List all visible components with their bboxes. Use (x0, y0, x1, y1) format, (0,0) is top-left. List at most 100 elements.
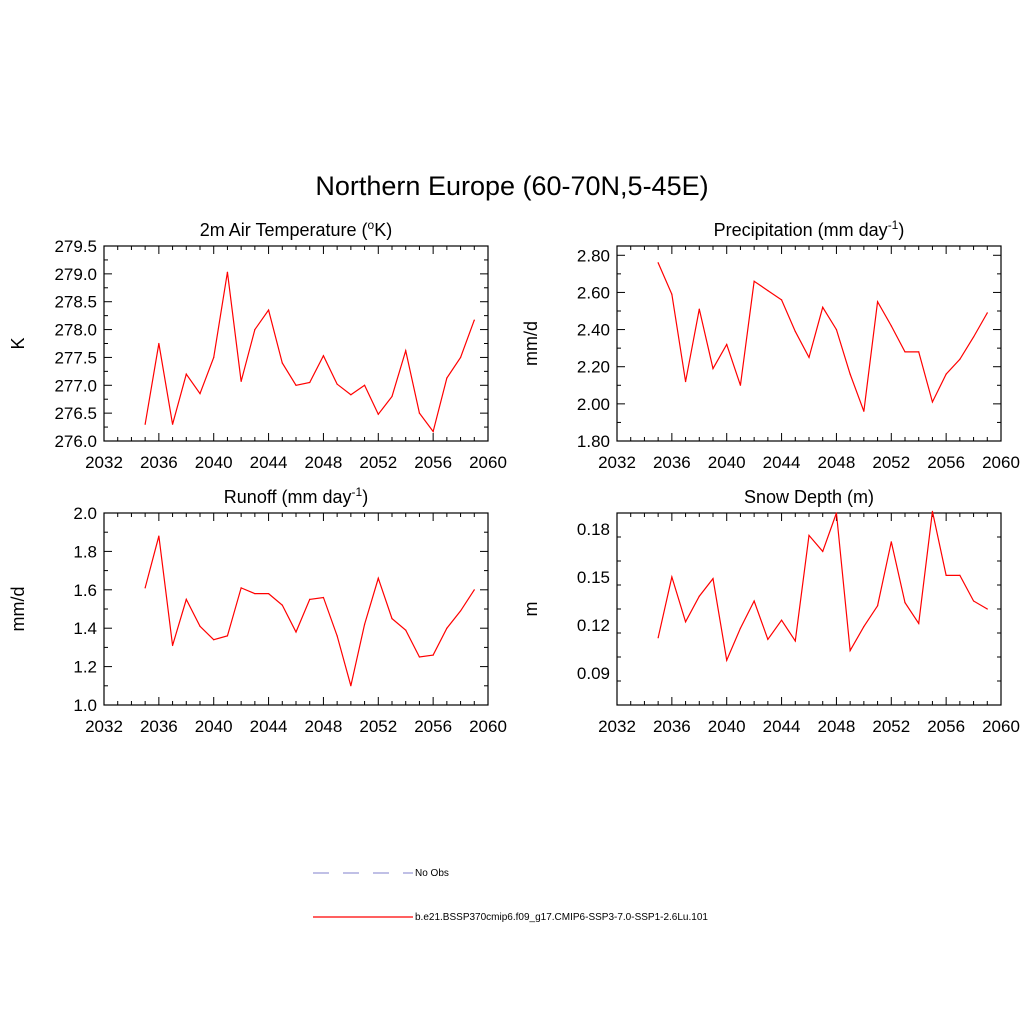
y-tick-label: 1.2 (73, 658, 97, 677)
data-point (336, 635, 338, 637)
data-point (171, 644, 174, 647)
x-tick-label: 2056 (414, 717, 452, 736)
data-point (739, 384, 742, 386)
x-tick-label: 2044 (250, 717, 288, 736)
y-tick-label: 0.18 (577, 520, 610, 539)
legend-label-no-obs: No Obs (415, 868, 449, 879)
data-point (418, 656, 421, 658)
data-point (473, 319, 475, 321)
y-tick-label: 2.20 (577, 358, 610, 377)
data-point (226, 271, 229, 273)
series-line (144, 535, 475, 686)
panel-title: Runoff (mm day-1) (224, 485, 368, 507)
data-point (405, 629, 407, 631)
y-tick-label: 1.6 (73, 581, 97, 600)
data-point (794, 330, 796, 333)
data-point (808, 534, 810, 537)
data-point (267, 309, 270, 311)
data-point (432, 654, 434, 656)
data-point (350, 394, 352, 396)
data-point (158, 535, 160, 537)
chart-panel-1: Precipitation (mm day-1) mm/d 2032 2036 2040… (521, 218, 1020, 472)
x-tick-label: 2044 (763, 717, 801, 736)
x-tick-label: 2060 (469, 717, 507, 736)
data-point (945, 373, 947, 375)
plot-frame (616, 245, 1002, 442)
y-tick-label: 1.0 (73, 696, 97, 715)
data-point (849, 373, 851, 375)
panel-title-suffix: K) (374, 220, 392, 240)
x-tick-label: 2044 (763, 453, 801, 472)
x-tick-label: 2032 (85, 717, 123, 736)
y-axis-label: mm/d (521, 321, 541, 366)
data-point (199, 625, 201, 627)
data-point (432, 430, 434, 433)
y-tick-label: 278.0 (54, 321, 97, 340)
data-point (945, 574, 947, 577)
x-tick-label: 2040 (708, 453, 746, 472)
y-tick-label: 1.8 (73, 542, 97, 561)
x-tick-label: 2040 (195, 717, 233, 736)
y-tick-label: 2.40 (577, 321, 610, 340)
panel-title-superscript: -1 (888, 218, 899, 232)
data-point (363, 623, 366, 625)
data-point (309, 381, 311, 384)
data-point (808, 356, 810, 359)
data-point (473, 589, 475, 591)
x-tick-label: 2060 (982, 717, 1020, 736)
x-tick-label: 2052 (359, 717, 397, 736)
data-point (322, 596, 325, 599)
x-tick-label: 2056 (927, 717, 965, 736)
data-point (199, 393, 201, 395)
data-point (377, 577, 379, 579)
data-point (391, 395, 393, 398)
plot-frame (616, 512, 1002, 706)
x-tick-label: 2048 (818, 717, 856, 736)
y-tick-label: 278.5 (54, 293, 97, 312)
data-point (226, 635, 229, 637)
x-tick-label: 2048 (305, 453, 343, 472)
data-point (336, 383, 338, 385)
x-tick-label: 2040 (195, 453, 233, 472)
data-point (281, 362, 283, 364)
x-tick-label: 2048 (305, 717, 343, 736)
data-point (890, 541, 892, 543)
data-point (158, 342, 160, 345)
y-tick-label: 0.09 (577, 664, 610, 683)
series-line (144, 272, 475, 433)
data-point (240, 587, 242, 589)
data-point (835, 512, 838, 514)
panel-title-text: Precipitation (mm day (714, 220, 888, 240)
data-point (890, 325, 892, 327)
data-point (822, 306, 824, 308)
panel-title-suffix: ) (898, 220, 904, 240)
panel-title-suffix: ) (362, 487, 368, 507)
x-tick-label: 2032 (598, 453, 636, 472)
data-point (794, 640, 796, 642)
y-tick-label: 0.12 (577, 616, 610, 635)
data-point (986, 312, 988, 314)
data-point (213, 356, 215, 359)
y-tick-label: 2.80 (577, 246, 610, 265)
data-point (391, 618, 393, 620)
data-point (712, 578, 714, 580)
data-point (904, 351, 906, 353)
data-point (446, 627, 448, 629)
y-tick-label: 276.0 (54, 432, 97, 451)
data-point (780, 299, 783, 301)
data-point (753, 280, 755, 282)
y-tick-label: 277.0 (54, 376, 97, 395)
y-tick-label: 1.80 (577, 432, 610, 451)
y-tick-label: 277.5 (54, 348, 97, 367)
data-point (726, 343, 728, 346)
data-point (446, 377, 448, 379)
data-point (671, 293, 673, 295)
data-point (918, 622, 920, 625)
panel-title-superscript: o (368, 218, 375, 232)
x-tick-label: 2036 (653, 717, 691, 736)
series-line (657, 262, 988, 412)
x-tick-label: 2052 (872, 717, 910, 736)
data-point (267, 593, 270, 595)
chart-panel-2: Runoff (mm day-1) mm/d 2032 2036 2040 2044 204… (8, 485, 507, 736)
y-tick-label: 276.5 (54, 404, 97, 423)
